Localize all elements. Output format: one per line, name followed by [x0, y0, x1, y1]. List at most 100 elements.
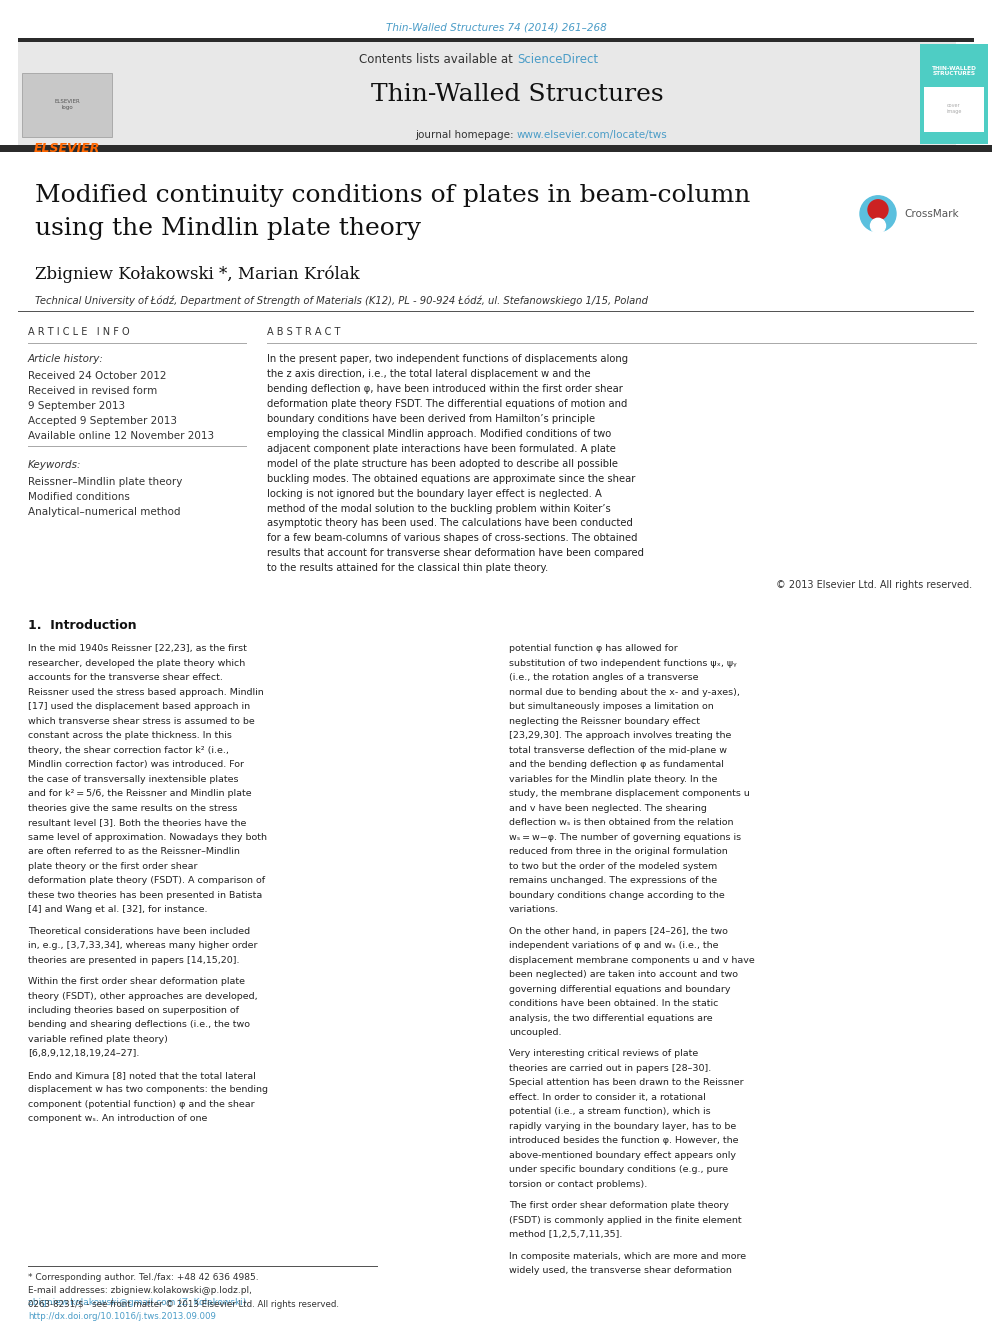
- Text: buckling modes. The obtained equations are approximate since the shear: buckling modes. The obtained equations a…: [267, 474, 635, 483]
- Text: method [1,2,5,7,11,35].: method [1,2,5,7,11,35].: [509, 1230, 622, 1240]
- Text: potential function φ has allowed for: potential function φ has allowed for: [509, 644, 678, 654]
- Text: resultant level [3]. Both the theories have the: resultant level [3]. Both the theories h…: [28, 818, 246, 827]
- Text: results that account for transverse shear deformation have been compared: results that account for transverse shea…: [267, 549, 644, 558]
- Text: introduced besides the function φ. However, the: introduced besides the function φ. Howev…: [509, 1136, 738, 1146]
- Bar: [920, 44, 988, 144]
- Text: Reissner used the stress based approach. Mindlin: Reissner used the stress based approach.…: [28, 688, 264, 697]
- Text: remains unchanged. The expressions of the: remains unchanged. The expressions of th…: [509, 876, 717, 885]
- Text: (FSDT) is commonly applied in the finite element: (FSDT) is commonly applied in the finite…: [509, 1216, 742, 1225]
- Text: torsion or contact problems).: torsion or contact problems).: [509, 1180, 647, 1189]
- Text: Available online 12 November 2013: Available online 12 November 2013: [28, 430, 214, 441]
- Text: independent variations of φ and wₛ (i.e., the: independent variations of φ and wₛ (i.e.…: [509, 941, 718, 950]
- Text: theory (FSDT), other approaches are developed,: theory (FSDT), other approaches are deve…: [28, 991, 258, 1000]
- Text: Keywords:: Keywords:: [28, 459, 81, 470]
- Text: Received in revised form: Received in revised form: [28, 385, 158, 396]
- Text: displacement membrane components u and v have: displacement membrane components u and v…: [509, 955, 755, 964]
- Text: http://dx.doi.org/10.1016/j.tws.2013.09.009: http://dx.doi.org/10.1016/j.tws.2013.09.…: [28, 1311, 216, 1320]
- Text: plate theory or the first order shear: plate theory or the first order shear: [28, 861, 197, 871]
- Text: boundary conditions have been derived from Hamilton’s principle: boundary conditions have been derived fr…: [267, 414, 595, 423]
- Text: deformation plate theory FSDT. The differential equations of motion and: deformation plate theory FSDT. The diffe…: [267, 398, 627, 409]
- Text: * Corresponding author. Tel./fax: +48 42 636 4985.: * Corresponding author. Tel./fax: +48 42…: [28, 1273, 259, 1282]
- Bar: [18, 42, 956, 147]
- Text: theories are carried out in papers [28–30].: theories are carried out in papers [28–3…: [509, 1064, 711, 1073]
- Text: governing differential equations and boundary: governing differential equations and bou…: [509, 984, 730, 994]
- Text: the z axis direction, i.e., the total lateral displacement w and the: the z axis direction, i.e., the total la…: [267, 369, 590, 378]
- Text: deflection wₛ is then obtained from the relation: deflection wₛ is then obtained from the …: [509, 818, 733, 827]
- Text: In composite materials, which are more and more: In composite materials, which are more a…: [509, 1252, 746, 1261]
- Text: and the bending deflection φ as fundamental: and the bending deflection φ as fundamen…: [509, 761, 724, 769]
- Circle shape: [868, 200, 888, 220]
- Text: displacement w has two components: the bending: displacement w has two components: the b…: [28, 1085, 268, 1094]
- Text: and v have been neglected. The shearing: and v have been neglected. The shearing: [509, 803, 707, 812]
- Text: In the mid 1940s Reissner [22,23], as the first: In the mid 1940s Reissner [22,23], as th…: [28, 644, 247, 654]
- Text: THIN-WALLED
STRUCTURES: THIN-WALLED STRUCTURES: [931, 66, 976, 77]
- Text: Received 24 October 2012: Received 24 October 2012: [28, 370, 167, 381]
- Text: 0263-8231/$ - see front matter © 2013 Elsevier Ltd. All rights reserved.: 0263-8231/$ - see front matter © 2013 El…: [28, 1299, 339, 1308]
- Text: ScienceDirect: ScienceDirect: [517, 53, 598, 66]
- Text: Contents lists available at: Contents lists available at: [359, 53, 517, 66]
- Text: rapidly varying in the boundary layer, has to be: rapidly varying in the boundary layer, h…: [509, 1122, 736, 1131]
- Text: to the results attained for the classical thin plate theory.: to the results attained for the classica…: [267, 564, 549, 573]
- Text: for a few beam-columns of various shapes of cross-sections. The obtained: for a few beam-columns of various shapes…: [267, 533, 638, 544]
- Text: effect. In order to consider it, a rotational: effect. In order to consider it, a rotat…: [509, 1093, 705, 1102]
- Text: Modified continuity conditions of plates in beam-column: Modified continuity conditions of plates…: [35, 184, 750, 206]
- Text: neglecting the Reissner boundary effect: neglecting the Reissner boundary effect: [509, 717, 700, 726]
- Text: theory, the shear correction factor k² (i.e.,: theory, the shear correction factor k² (…: [28, 746, 229, 754]
- Bar: [924, 87, 984, 132]
- Text: [23,29,30]. The approach involves treating the: [23,29,30]. The approach involves treati…: [509, 732, 731, 741]
- Text: (i.e., the rotation angles of a transverse: (i.e., the rotation angles of a transver…: [509, 673, 698, 683]
- Text: On the other hand, in papers [24–26], the two: On the other hand, in papers [24–26], th…: [509, 926, 728, 935]
- Text: journal homepage:: journal homepage:: [415, 130, 517, 140]
- Text: model of the plate structure has been adopted to describe all possible: model of the plate structure has been ad…: [267, 459, 618, 468]
- Text: variations.: variations.: [509, 905, 559, 914]
- Text: variable refined plate theory): variable refined plate theory): [28, 1035, 168, 1044]
- Text: these two theories has been presented in Batista: these two theories has been presented in…: [28, 890, 262, 900]
- Text: constant across the plate thickness. In this: constant across the plate thickness. In …: [28, 732, 232, 741]
- Text: Thin-Walled Structures 74 (2014) 261–268: Thin-Walled Structures 74 (2014) 261–268: [386, 22, 606, 33]
- Text: theories are presented in papers [14,15,20].: theories are presented in papers [14,15,…: [28, 955, 239, 964]
- Text: © 2013 Elsevier Ltd. All rights reserved.: © 2013 Elsevier Ltd. All rights reserved…: [776, 581, 972, 590]
- Text: study, the membrane displacement components u: study, the membrane displacement compone…: [509, 790, 750, 798]
- Text: Very interesting critical reviews of plate: Very interesting critical reviews of pla…: [509, 1049, 698, 1058]
- Text: under specific boundary conditions (e.g., pure: under specific boundary conditions (e.g.…: [509, 1166, 728, 1175]
- Text: Mindlin correction factor) was introduced. For: Mindlin correction factor) was introduce…: [28, 761, 244, 769]
- Text: substitution of two independent functions ψₓ, ψᵧ: substitution of two independent function…: [509, 659, 737, 668]
- Text: bending deflection φ, have been introduced within the first order shear: bending deflection φ, have been introduc…: [267, 384, 623, 394]
- Text: CrossMark: CrossMark: [904, 209, 958, 218]
- Text: widely used, the transverse shear deformation: widely used, the transverse shear deform…: [509, 1266, 732, 1275]
- Text: above-mentioned boundary effect appears only: above-mentioned boundary effect appears …: [509, 1151, 736, 1160]
- Text: in, e.g., [3,7,33,34], whereas many higher order: in, e.g., [3,7,33,34], whereas many high…: [28, 941, 258, 950]
- Text: Zbigniew Kołakowski *, Marian Królak: Zbigniew Kołakowski *, Marian Królak: [35, 266, 360, 283]
- Text: including theories based on superposition of: including theories based on superpositio…: [28, 1005, 239, 1015]
- Text: uncoupled.: uncoupled.: [509, 1028, 561, 1037]
- Text: A B S T R A C T: A B S T R A C T: [267, 327, 340, 336]
- Text: Special attention has been drawn to the Reissner: Special attention has been drawn to the …: [509, 1078, 744, 1088]
- Text: variables for the Mindlin plate theory. In the: variables for the Mindlin plate theory. …: [509, 775, 717, 783]
- Text: Accepted 9 September 2013: Accepted 9 September 2013: [28, 415, 177, 426]
- Text: to two but the order of the modeled system: to two but the order of the modeled syst…: [509, 861, 717, 871]
- Text: Analytical–numerical method: Analytical–numerical method: [28, 507, 181, 516]
- Text: [17] used the displacement based approach in: [17] used the displacement based approac…: [28, 703, 250, 712]
- Text: total transverse deflection of the mid-plane w: total transverse deflection of the mid-p…: [509, 746, 727, 754]
- Text: been neglected) are taken into account and two: been neglected) are taken into account a…: [509, 970, 738, 979]
- Text: component (potential function) φ and the shear: component (potential function) φ and the…: [28, 1099, 255, 1109]
- Text: reduced from three in the original formulation: reduced from three in the original formu…: [509, 847, 728, 856]
- Circle shape: [871, 218, 886, 233]
- Bar: [18, 38, 974, 42]
- Text: 9 September 2013: 9 September 2013: [28, 401, 125, 410]
- Text: the case of transversally inextensible plates: the case of transversally inextensible p…: [28, 775, 238, 783]
- Text: Endo and Kimura [8] noted that the total lateral: Endo and Kimura [8] noted that the total…: [28, 1070, 256, 1080]
- Text: are often referred to as the Reissner–Mindlin: are often referred to as the Reissner–Mi…: [28, 847, 240, 856]
- Text: which transverse shear stress is assumed to be: which transverse shear stress is assumed…: [28, 717, 255, 726]
- Text: researcher, developed the plate theory which: researcher, developed the plate theory w…: [28, 659, 245, 668]
- Text: [4] and Wang et al. [32], for instance.: [4] and Wang et al. [32], for instance.: [28, 905, 207, 914]
- Text: boundary conditions change according to the: boundary conditions change according to …: [509, 890, 725, 900]
- Text: theories give the same results on the stress: theories give the same results on the st…: [28, 803, 237, 812]
- Text: Article history:: Article history:: [28, 353, 104, 364]
- Circle shape: [860, 196, 896, 232]
- Text: E-mail addresses: zbigniew.kolakowski@p.lodz.pl,: E-mail addresses: zbigniew.kolakowski@p.…: [28, 1286, 252, 1295]
- Text: method of the modal solution to the buckling problem within Koiter’s: method of the modal solution to the buck…: [267, 504, 611, 513]
- Text: but simultaneously imposes a limitation on: but simultaneously imposes a limitation …: [509, 703, 714, 712]
- Text: Theoretical considerations have been included: Theoretical considerations have been inc…: [28, 926, 250, 935]
- Bar: [0, 146, 992, 152]
